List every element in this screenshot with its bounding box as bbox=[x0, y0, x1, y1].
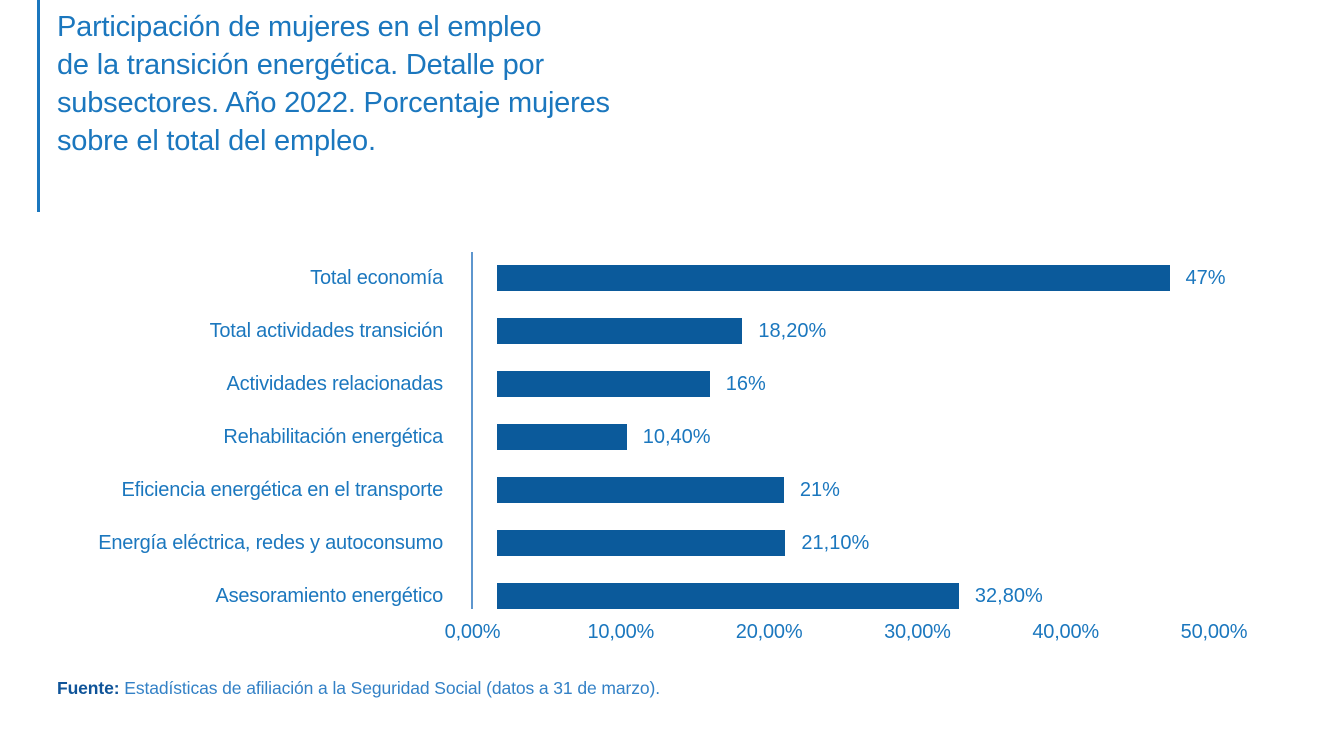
value-label: 47% bbox=[1185, 267, 1226, 289]
x-axis-tick-label: 40,00% bbox=[1032, 621, 1099, 643]
category-label: Total economía bbox=[310, 267, 443, 289]
category-label: Total actividades transición bbox=[209, 320, 444, 342]
chart-title-line: sobre el total del empleo. bbox=[57, 125, 376, 157]
category-label: Eficiencia energética en el transporte bbox=[121, 479, 444, 501]
x-axis-tick-label: 20,00% bbox=[735, 621, 803, 643]
x-axis-tick-label: 10,00% bbox=[587, 621, 655, 643]
category-label: Energía eléctrica, redes y autoconsumo bbox=[98, 532, 443, 554]
chart-title-line: subsectores. Año 2022. Porcentaje mujere… bbox=[57, 87, 610, 119]
x-axis-tick-label: 50,00% bbox=[1180, 621, 1248, 643]
chart-title: Participación de mujeres en el empleo de … bbox=[57, 8, 610, 160]
value-label: 10,40% bbox=[642, 426, 711, 448]
bar bbox=[497, 371, 710, 397]
bar bbox=[497, 318, 743, 344]
value-label: 18,20% bbox=[758, 320, 827, 342]
bar bbox=[497, 583, 959, 609]
chart-title-line: de la transición energética. Detalle por bbox=[57, 49, 544, 81]
value-label: 32,80% bbox=[974, 585, 1043, 607]
x-axis-tick-label: 30,00% bbox=[884, 621, 951, 643]
bar bbox=[497, 530, 786, 556]
category-label: Asesoramiento energético bbox=[215, 585, 443, 607]
source-note: Fuente: Estadísticas de afiliación a la … bbox=[57, 676, 660, 700]
bar bbox=[497, 477, 784, 503]
title-accent-rule bbox=[37, 0, 40, 212]
value-label: 16% bbox=[725, 373, 766, 395]
y-axis-line bbox=[471, 252, 473, 609]
value-label: 21,10% bbox=[801, 532, 870, 554]
chart-title-line: Participación de mujeres en el empleo bbox=[57, 11, 542, 43]
source-text: Estadísticas de afiliación a la Segurida… bbox=[119, 678, 660, 698]
value-label: 21% bbox=[799, 479, 840, 501]
bar bbox=[497, 265, 1170, 291]
source-label: Fuente: bbox=[57, 678, 120, 698]
category-label: Actividades relacionadas bbox=[226, 373, 444, 395]
x-axis-tick-label: 0,00% bbox=[444, 621, 501, 643]
bar bbox=[497, 424, 627, 450]
category-label: Rehabilitación energética bbox=[223, 426, 443, 448]
